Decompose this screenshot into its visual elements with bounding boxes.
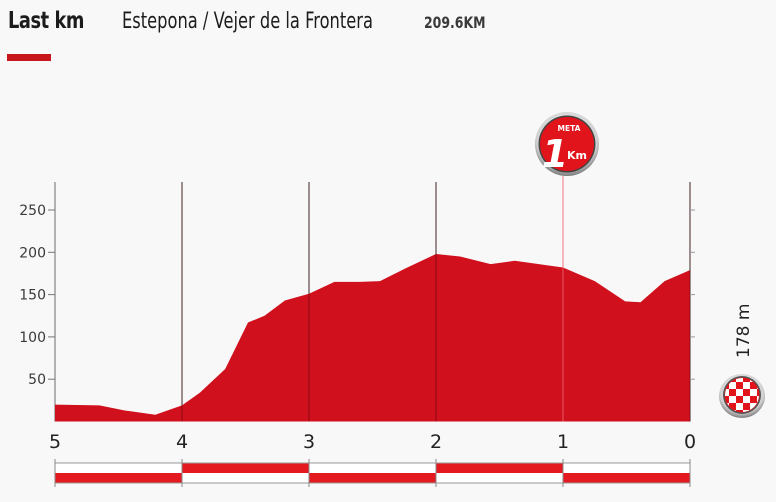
km-bar-bottom <box>182 473 309 483</box>
checker-square <box>750 389 757 396</box>
finish-altitude-label: 178 m <box>734 304 754 358</box>
km-bar-bottom <box>563 473 690 483</box>
title-accent-bar <box>7 54 51 61</box>
y-axis: 50 100 150 200 250 <box>19 182 56 422</box>
checker-square <box>736 378 743 382</box>
meta-unit: Km <box>567 149 587 162</box>
checker-square <box>729 396 736 403</box>
km-grid-lines-overlay <box>181 176 691 422</box>
checker-square <box>725 389 729 396</box>
meta-1km-badge: META 1 Km <box>535 112 599 176</box>
x-tick-label: 5 <box>49 431 61 453</box>
elevation-profile-area <box>55 254 690 422</box>
checker-square <box>743 382 750 389</box>
y-tick-label: 250 <box>19 203 46 219</box>
checker-square <box>750 403 757 410</box>
km-bar-top <box>436 463 563 473</box>
x-tick-label: 0 <box>684 431 696 453</box>
y-tick-label: 150 <box>19 288 46 304</box>
x-tick-label: 2 <box>430 431 442 453</box>
checker-square <box>736 403 743 410</box>
right-axis-ticks <box>690 209 695 380</box>
checker-square <box>743 396 750 403</box>
km-bar-top <box>309 463 436 473</box>
km-bar-top <box>55 463 182 473</box>
x-tick-label: 1 <box>557 431 569 453</box>
stage-route: Estepona / Vejer de la Frontera <box>122 9 373 34</box>
y-tick-label: 100 <box>19 330 46 346</box>
km-bar-bottom <box>309 473 436 483</box>
meta-number: 1 <box>542 132 568 176</box>
x-axis-labels: 5 4 3 2 1 0 <box>49 431 696 453</box>
meta-label: META <box>558 124 581 133</box>
km-bar-top <box>182 463 309 473</box>
x-tick-label: 3 <box>303 431 315 453</box>
km-bar-bottom <box>436 473 563 483</box>
checker-square <box>743 410 750 412</box>
x-tick-label: 4 <box>176 431 188 453</box>
checker-square <box>757 396 759 403</box>
checker-square <box>729 382 736 389</box>
chart-title: Last km <box>8 8 85 34</box>
km-bar-top <box>563 463 690 473</box>
km-progress-bar <box>54 459 691 487</box>
y-tick-label: 200 <box>19 245 46 261</box>
stage-distance: 209.6KM <box>424 13 486 32</box>
y-tick-label: 50 <box>28 372 46 388</box>
checker-square <box>736 389 743 396</box>
finish-flag-icon <box>719 374 765 418</box>
chart-header: Last km Estepona / Vejer de la Frontera … <box>8 8 503 40</box>
km-bar-bottom <box>55 473 182 483</box>
